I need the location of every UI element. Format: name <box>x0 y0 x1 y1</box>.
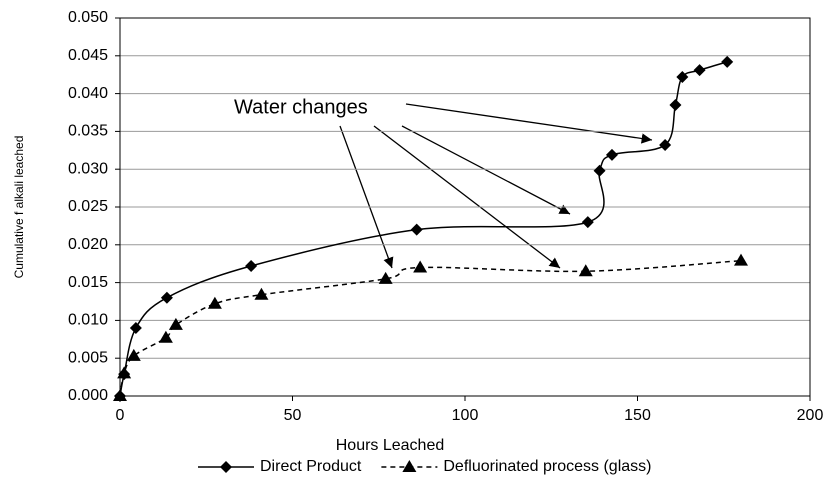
x-tick-label: 50 <box>284 407 302 424</box>
data-point <box>158 330 173 343</box>
data-point <box>113 389 127 401</box>
plot-frame <box>119 17 811 397</box>
legend-label: Defluorinated process (glass) <box>443 458 651 475</box>
data-point <box>605 148 618 161</box>
x-tick-label: 0 <box>116 407 125 424</box>
data-point <box>207 296 222 309</box>
data-point <box>578 264 593 277</box>
series-line <box>119 259 742 397</box>
x-tick-label: 200 <box>797 407 824 424</box>
data-point <box>160 291 173 304</box>
series-line <box>119 61 728 397</box>
y-tick-label: 0.005 <box>68 349 108 366</box>
data-point <box>581 216 594 229</box>
data-point <box>721 55 734 68</box>
annotation-arrows <box>339 103 653 269</box>
data-point <box>254 287 269 300</box>
legend-marker <box>220 461 232 473</box>
data-point <box>117 366 132 379</box>
data-point <box>378 271 393 284</box>
annotation: Water changes <box>234 96 368 118</box>
data-point <box>676 70 689 83</box>
y-tick-label: 0.015 <box>68 274 108 291</box>
data-point <box>693 64 706 77</box>
data-point <box>168 317 183 330</box>
y-tick-label: 0.030 <box>68 160 108 177</box>
y-tick-label: 0.020 <box>68 236 108 253</box>
y-tick-label: 0.000 <box>68 387 108 404</box>
legend-label: Direct Product <box>260 458 362 475</box>
y-axis-label: Cumulative f alkali leached <box>12 136 26 279</box>
data-point <box>245 259 258 272</box>
data-point <box>734 253 748 266</box>
y-tick-label: 0.045 <box>68 47 108 64</box>
y-tick-label: 0.035 <box>68 123 108 140</box>
data-point <box>593 164 606 177</box>
data-point <box>669 98 682 111</box>
y-tick-label: 0.025 <box>68 198 108 215</box>
x-axis-label: Hours Leached <box>336 437 445 454</box>
data-point <box>129 321 142 334</box>
y-tick-label: 0.050 <box>68 9 108 26</box>
y-tick-label: 0.010 <box>68 312 108 329</box>
data-point <box>659 139 672 152</box>
data-point <box>410 223 423 236</box>
x-tick-label: 150 <box>624 407 651 424</box>
data-point <box>413 260 428 273</box>
y-tick-label: 0.040 <box>68 85 108 102</box>
data-point <box>126 348 141 361</box>
legend-marker <box>402 460 417 472</box>
x-tick-label: 100 <box>452 407 479 424</box>
